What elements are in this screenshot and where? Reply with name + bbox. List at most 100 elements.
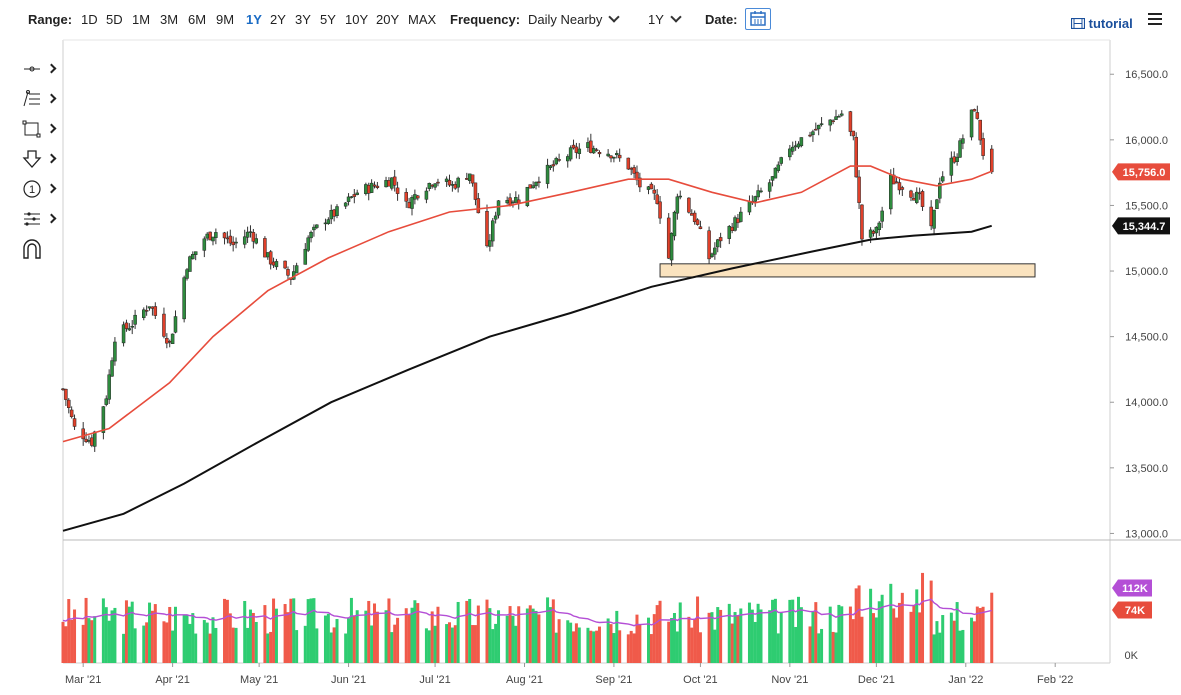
volume-bar [848, 606, 852, 663]
volume-bar [670, 617, 674, 663]
candle-body [808, 134, 812, 137]
range-button-9m[interactable]: 9M [216, 12, 235, 27]
volume-bar [941, 615, 945, 663]
date-tick-label: Sep '21 [595, 674, 632, 686]
measure-tool-icon [24, 212, 40, 226]
candle-body [306, 237, 310, 251]
candle-body [589, 140, 593, 153]
volume-bar [194, 633, 198, 663]
date-picker-button[interactable] [745, 8, 771, 30]
candle-body [323, 222, 328, 225]
volume-bar [687, 616, 691, 663]
volume-bar [672, 612, 676, 663]
candle-body [727, 226, 732, 239]
range-button-max[interactable]: MAX [408, 12, 437, 27]
volume-bar [427, 630, 431, 663]
candle-body [225, 237, 230, 240]
volume-bar [537, 614, 541, 663]
volume-bar [733, 612, 737, 663]
volume-bar [171, 630, 175, 663]
volume-bar [635, 614, 639, 663]
wave-count-tool[interactable]: 1 [20, 178, 60, 200]
candle-body [266, 252, 270, 258]
candle-body [245, 231, 250, 238]
candle-body [387, 180, 391, 187]
crosshair-tool[interactable] [20, 58, 60, 80]
candle-body [568, 147, 573, 160]
volume-bar [387, 598, 391, 663]
range-button-1m[interactable]: 1M [132, 12, 151, 27]
volume-bar [938, 632, 942, 663]
range-button-6m[interactable]: 6M [188, 12, 207, 27]
candle-body [978, 119, 982, 141]
volume-bar [101, 598, 105, 663]
volume-bar [413, 600, 417, 663]
volume-bar [750, 609, 754, 663]
range-button-5y[interactable]: 5Y [320, 12, 336, 27]
candle-body [447, 180, 452, 186]
fibonacci-tool[interactable] [20, 88, 60, 110]
candle-body [332, 209, 336, 217]
candle-body [574, 146, 579, 153]
volume-bar [231, 627, 235, 663]
volume-bar [975, 606, 979, 663]
measure-tool[interactable] [20, 208, 60, 230]
volume-bar [393, 624, 397, 663]
volume-bar [335, 619, 339, 663]
frequency-select[interactable]: Daily Nearby [528, 11, 621, 27]
range-button-2y[interactable]: 2Y [270, 12, 286, 27]
volume-last-badge-shape [1112, 601, 1152, 619]
range-button-1y[interactable]: 1Y [246, 12, 262, 27]
range-button-3y[interactable]: 3Y [295, 12, 311, 27]
candle-body [242, 236, 247, 245]
candle-body [912, 197, 916, 201]
candle-body [433, 183, 437, 188]
volume-bar [534, 610, 538, 663]
volume-bar [243, 600, 247, 663]
menu-icon[interactable] [1148, 13, 1162, 25]
volume-bar [122, 633, 126, 663]
volume-bar [93, 616, 97, 663]
volume-bar [326, 613, 330, 663]
candle-body [274, 261, 279, 268]
candle-body [430, 184, 434, 187]
candle-body [263, 238, 267, 258]
range-button-20y[interactable]: 20Y [376, 12, 400, 27]
volume-bar [814, 602, 818, 663]
range-button-5d[interactable]: 5D [106, 12, 123, 27]
volume-bar [972, 621, 976, 663]
rectangle-tool[interactable] [20, 118, 60, 140]
period-select[interactable]: 1Y [648, 11, 682, 27]
volume-bar [776, 633, 780, 663]
candle-body [81, 428, 85, 440]
candle-body [626, 157, 631, 170]
volume-bar [497, 610, 501, 663]
candle-body [767, 182, 772, 192]
volume-bar [828, 606, 832, 663]
candle-body [165, 337, 169, 344]
candle-body [456, 177, 460, 188]
volume-bar [303, 625, 307, 663]
arrow-tool[interactable] [20, 148, 60, 170]
candle-body [609, 155, 613, 159]
toolbar: Range: 1D 5D 1M 3M 6M 9M 1Y 2Y 3Y 5Y 10Y 20Y MAX Fre… [0, 0, 1181, 40]
volume-bar [188, 623, 192, 663]
range-button-10y[interactable]: 10Y [345, 12, 369, 27]
magnet-tool[interactable] [20, 238, 60, 260]
volume-bar [430, 611, 434, 663]
range-button-3m[interactable]: 3M [160, 12, 179, 27]
candle-body [407, 202, 411, 209]
range-button-1d[interactable]: 1D [81, 12, 98, 27]
candle-body [72, 418, 77, 427]
candle-body [675, 196, 680, 214]
candle-body [952, 156, 956, 163]
candle-body [710, 253, 714, 257]
volume-bar [932, 634, 936, 663]
candle-body [698, 226, 703, 229]
volume-bar [649, 634, 653, 663]
candle-body [208, 231, 212, 241]
tutorial-label: tutorial [1088, 16, 1133, 31]
candle-body [666, 217, 671, 259]
tutorial-link[interactable]: tutorial [1070, 16, 1133, 31]
